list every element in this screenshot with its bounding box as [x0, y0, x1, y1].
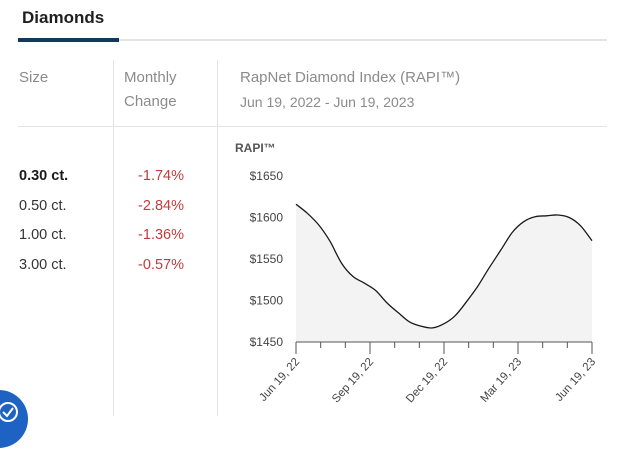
- header-change: Change: [124, 93, 177, 110]
- y-tick-label: $1650: [250, 169, 284, 183]
- header-size: Size: [19, 69, 49, 86]
- header-divider: [18, 126, 607, 127]
- accessibility-icon: [0, 402, 18, 422]
- column-divider-2: [217, 60, 218, 416]
- series-line: [295, 203, 593, 329]
- y-tick-label: $1450: [250, 335, 284, 349]
- x-tick-label: Jun 19, 23: [553, 356, 598, 404]
- header-monthly: Monthly: [124, 69, 177, 86]
- x-tick-label: Sep 19, 22: [330, 356, 376, 405]
- y-axis-ticks: $1650 $1600 $1550 $1500 $1450: [250, 169, 284, 349]
- x-tick-label: Dec 19, 22: [404, 356, 450, 405]
- tab-diamonds[interactable]: Diamonds: [22, 8, 105, 27]
- accessibility-badge[interactable]: [0, 390, 28, 448]
- size-row-030[interactable]: 0.30 ct.: [19, 168, 69, 184]
- size-row-100[interactable]: 1.00 ct.: [19, 227, 67, 243]
- change-row-100: -1.36%: [138, 227, 184, 243]
- series-area: [296, 204, 592, 342]
- rapi-chart: $1650 $1600 $1550 $1500 $1450 Jun 19, 22 Sep …: [250, 169, 599, 405]
- chart-y-label: RAPI™: [235, 141, 276, 155]
- date-range: Jun 19, 2022 - Jun 19, 2023: [240, 94, 415, 110]
- change-row-030: -1.74%: [138, 168, 184, 184]
- change-row-050: -2.84%: [138, 198, 184, 214]
- y-tick-label: $1600: [250, 211, 284, 225]
- y-tick-label: $1500: [250, 294, 284, 308]
- change-row-300: -0.57%: [138, 257, 184, 273]
- size-row-050[interactable]: 0.50 ct.: [19, 198, 67, 214]
- column-divider-1: [113, 60, 114, 416]
- y-tick-label: $1550: [250, 252, 284, 266]
- size-row-300[interactable]: 3.00 ct.: [19, 257, 67, 273]
- index-title: RapNet Diamond Index (RAPI™): [240, 69, 461, 86]
- x-tick-label: Jun 19, 22: [257, 356, 302, 404]
- tab-underline-track: [18, 39, 607, 41]
- tab-active-indicator: [18, 38, 119, 42]
- x-tick-label: Mar 19, 23: [479, 356, 525, 405]
- x-axis-ticks: Jun 19, 22 Sep 19, 22 Dec 19, 22 Mar 19, 23…: [257, 342, 598, 405]
